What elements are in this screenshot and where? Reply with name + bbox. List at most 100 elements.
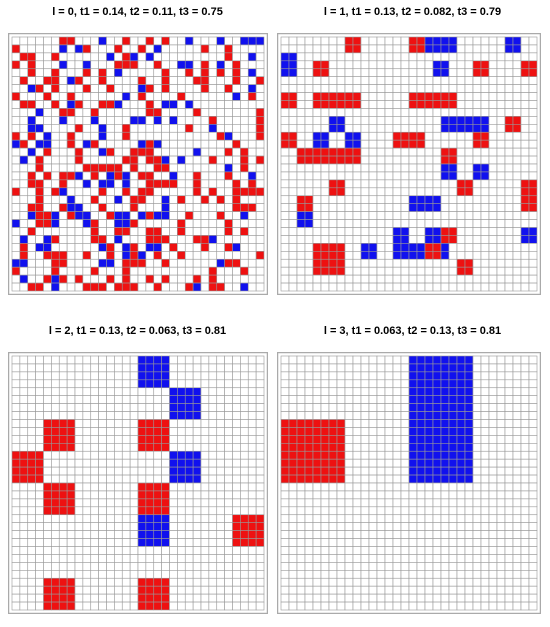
cell-empty [255,363,265,373]
cell-empty [137,274,147,284]
cell-empty [121,458,131,468]
cell-empty [488,68,498,77]
cell-empty [240,108,249,117]
cell-red [90,227,99,236]
cell-blue [456,116,466,125]
cell-empty [129,570,139,579]
cell-blue [432,363,442,373]
cell-empty [320,211,330,220]
cell-empty [464,131,474,141]
cell-empty [90,458,99,468]
cell-empty [90,60,99,70]
cell-empty [98,411,107,420]
cell-red [288,466,298,476]
cell-empty [432,147,442,157]
cell-empty [304,36,314,46]
cell-empty [19,108,29,117]
cell-empty [456,211,466,220]
cell-empty [360,131,370,141]
cell-blue [11,139,21,149]
cell-empty [496,450,506,460]
cell-red [528,179,538,189]
cell-empty [208,163,218,173]
cell-empty [153,466,162,476]
cell-empty [512,514,522,523]
cell-empty [129,108,139,117]
cell-red [35,211,44,220]
cell-blue [137,355,147,365]
cell-empty [43,60,52,70]
cell-empty [19,195,29,204]
cell-empty [66,562,76,571]
cell-empty [247,195,257,204]
cell-empty [288,163,298,173]
cell-red [137,482,147,492]
cell-empty [280,44,290,54]
cell-empty [247,450,257,460]
cell-red [408,44,418,54]
cell-empty [19,387,29,396]
cell-empty [504,419,514,428]
cell-empty [82,498,92,508]
cell-empty [472,195,482,204]
cell-empty [129,585,139,595]
cell-red [66,36,76,46]
cell-empty [106,546,115,555]
cell-red [296,450,306,460]
cell-empty [472,84,482,93]
cell-empty [448,84,458,93]
cell-empty [58,219,68,228]
cell-blue [440,68,450,77]
cell-empty [464,554,474,563]
cell-empty [360,266,370,276]
cell-empty [145,395,155,404]
cell-empty [304,498,314,508]
cell-empty [106,44,115,54]
cell-red [137,490,147,500]
cell-red [247,187,257,197]
cell-red [520,179,530,189]
cell-red [137,92,147,101]
cell-red [312,147,322,157]
cell-empty [512,387,522,396]
cell-empty [184,577,194,587]
cell-empty [129,92,139,101]
cell-empty [448,577,458,587]
cell-empty [304,379,314,389]
cell-empty [43,44,52,54]
cell-empty [82,482,92,492]
cell-empty [51,403,60,412]
cell-red [224,44,233,54]
cell-empty [19,435,29,444]
cell-red [320,60,330,70]
cell-blue [74,211,84,220]
cell-red [192,171,202,181]
cell-empty [280,211,290,220]
cell-empty [504,171,514,181]
cell-red [43,92,52,101]
cell-empty [504,52,514,62]
cell-red [153,443,162,452]
cell-blue [66,76,76,85]
cell-empty [208,219,218,228]
cell-empty [488,379,498,389]
cell-empty [27,235,36,244]
cell-empty [177,52,186,62]
cell-empty [208,60,218,70]
cell-red [408,139,418,149]
cell-empty [90,355,99,365]
cell-empty [129,179,139,189]
cell-red [296,147,306,157]
cell-empty [472,76,482,85]
cell-empty [392,593,402,603]
cell-empty [51,546,60,555]
cell-empty [224,490,233,500]
cell-blue [74,44,84,54]
cell-empty [488,116,498,125]
cell-empty [11,227,21,236]
cell-empty [98,601,107,611]
cell-empty [224,577,233,587]
cell-empty [376,124,386,133]
cell-blue [464,435,474,444]
cell-empty [82,274,92,284]
